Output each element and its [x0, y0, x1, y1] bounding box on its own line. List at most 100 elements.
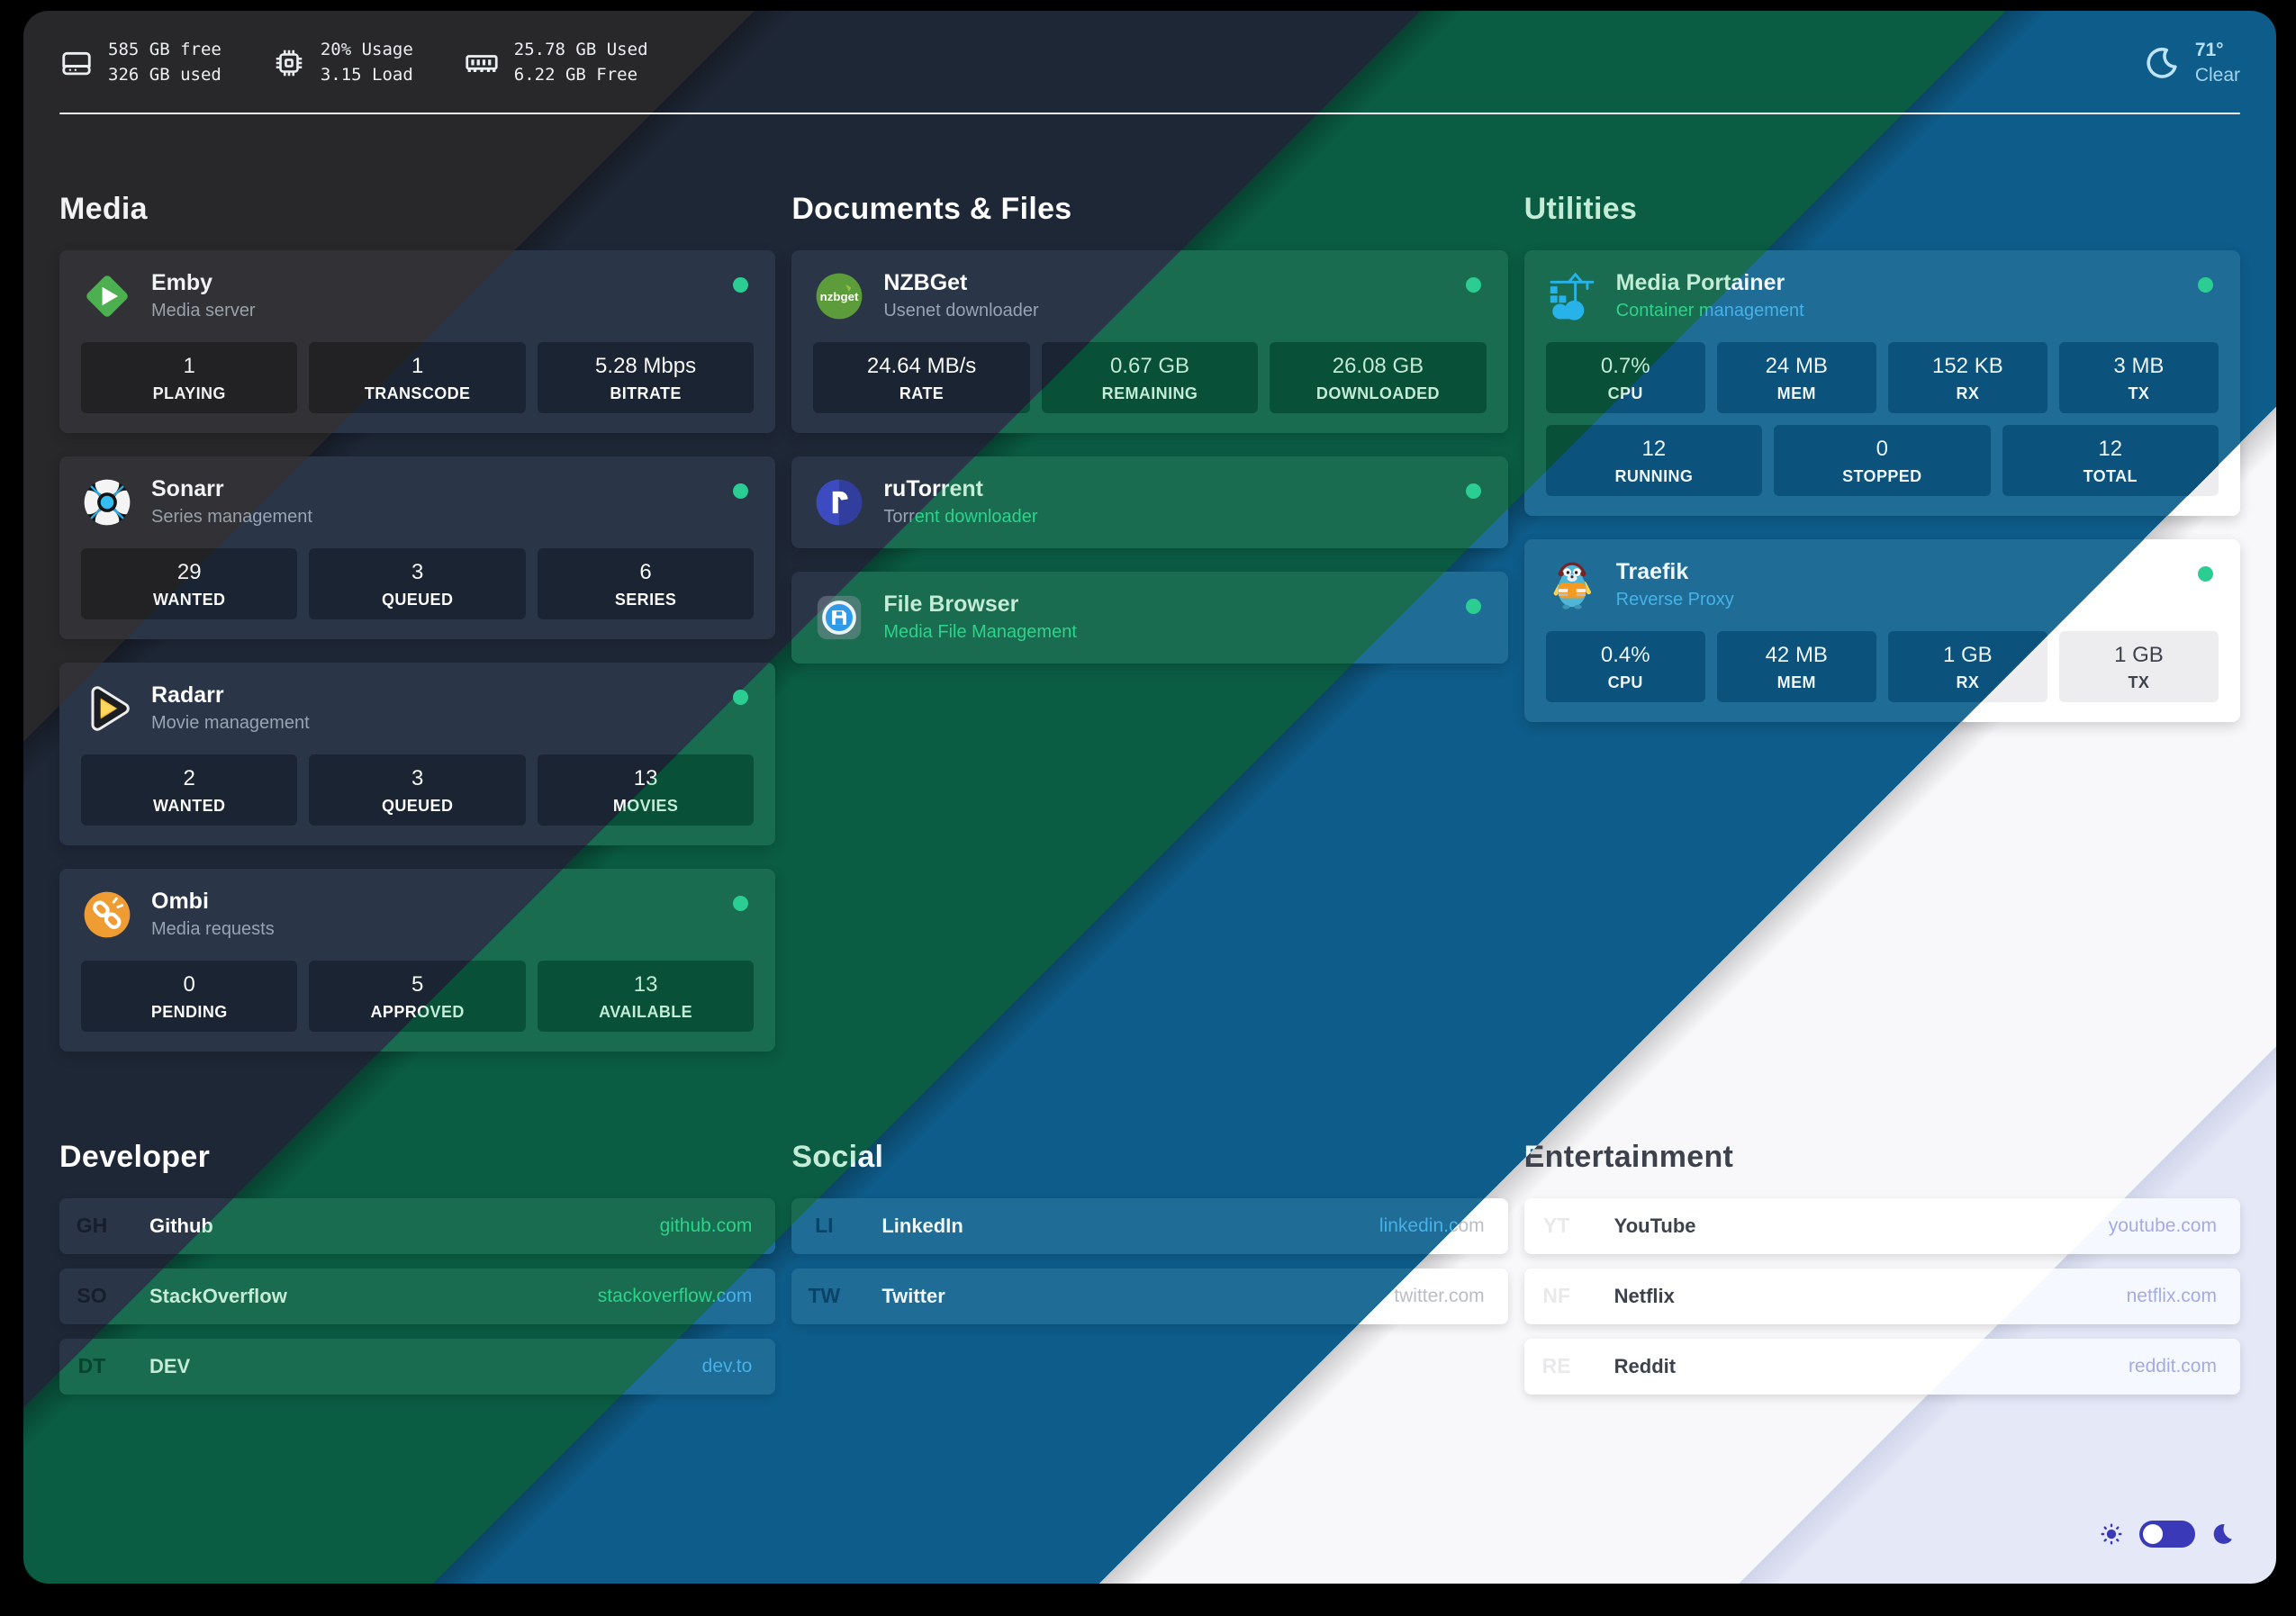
service-card-radarr[interactable]: Radarr Movie management 2 WANTED 3 QUEUED … [59, 662, 776, 845]
bookmark-stackoverflow[interactable]: SO StackOverflow stackoverflow.com [59, 1268, 776, 1324]
stat-label: MEM [1722, 673, 1871, 692]
ombi-icon [81, 889, 133, 941]
stat-label: TOTAL [2008, 467, 2213, 486]
cpu-usage: 20% Usage [320, 40, 413, 59]
bookmark-twitter[interactable]: TW Twitter twitter.com [791, 1268, 1508, 1324]
stat-value: 0 [1779, 437, 1984, 462]
service-card-traefik[interactable]: Traefik Reverse Proxy 0.4% CPU 42 MB MEM 1… [1523, 538, 2240, 722]
bookmark-linkedin[interactable]: LI LinkedIn linkedin.com [791, 1197, 1508, 1254]
stat-value: 152 KB [1894, 354, 2042, 379]
stat-value: 29 [86, 560, 292, 585]
bookmark-url: netflix.com [2126, 1285, 2217, 1306]
service-description: Media server [151, 301, 256, 321]
stat-value: 5.28 Mbps [543, 354, 748, 379]
status-dot [1465, 483, 1481, 499]
bookmark-tag: GH [59, 1198, 124, 1254]
service-description: Series management [151, 507, 312, 528]
bookmark-dev[interactable]: DT DEV dev.to [59, 1338, 776, 1395]
moon-weather-icon [2141, 43, 2181, 83]
status-dot [733, 483, 749, 499]
service-card-ombi[interactable]: Ombi Media requests 0 PENDING 5 APPROVED 1… [59, 868, 776, 1052]
bookmark-tag: LI [791, 1198, 856, 1254]
dashboard-page: 585 GB free 326 GB used 20% Usage 3.15 L… [23, 11, 2276, 1584]
sun-icon[interactable] [2098, 1521, 2125, 1548]
ram-icon [464, 45, 500, 81]
service-description: Torrent downloader [883, 507, 1038, 528]
section-title-social: Social [791, 1140, 1507, 1175]
stat-value: 3 MB [2065, 354, 2213, 379]
bookmark-url: stackoverflow.com [597, 1285, 753, 1306]
stat-label: RX [1894, 384, 2042, 403]
stat-value: 26.08 GB [1275, 354, 1480, 379]
stat-label: QUEUED [314, 591, 520, 609]
service-card-emby[interactable]: Emby Media server 1 PLAYING 1 TRANSCODE 5.… [59, 249, 776, 433]
stat-value: 12 [1551, 437, 1757, 462]
rutorrent-icon [813, 476, 865, 528]
filebrowser-icon [813, 591, 865, 644]
bookmark-tag: NF [1524, 1268, 1589, 1324]
stat-value: 24.64 MB/s [818, 354, 1024, 379]
status-dot [2197, 276, 2213, 293]
section-title-developer: Developer [59, 1140, 775, 1175]
service-card-sonarr[interactable]: Sonarr Series management 29 WANTED 3 QUEUE… [59, 456, 776, 639]
moon-icon[interactable] [2210, 1521, 2235, 1547]
stat-label: MOVIES [543, 797, 748, 816]
stat-value: 3 [314, 766, 520, 791]
theme-toggle [2098, 1521, 2235, 1548]
stat-value: 13 [543, 766, 748, 791]
section-media: Media Emby Media server [59, 192, 776, 1075]
stat-value: 1 [314, 354, 520, 379]
service-name: Emby [151, 270, 256, 296]
stat-value: 6 [543, 560, 748, 585]
bookmark-name: Netflix [1614, 1284, 1675, 1307]
top-bar: 585 GB free 326 GB used 20% Usage 3.15 L… [23, 11, 2276, 89]
bookmark-github[interactable]: GH Github github.com [59, 1197, 776, 1254]
stat-value: 1 GB [2065, 643, 2213, 668]
stat-label: RX [1894, 673, 2042, 692]
stat-label: CPU [1551, 673, 1700, 692]
service-name: File Browser [883, 591, 1077, 618]
section-documents: Documents & Files nzbget NZBGet Usenet d… [791, 192, 1508, 1075]
service-name: Sonarr [151, 476, 312, 502]
stat-label: WANTED [86, 591, 292, 609]
service-name: ruTorrent [883, 476, 1037, 502]
stat-label: QUEUED [314, 797, 520, 816]
stat-label: DOWNLOADED [1275, 384, 1480, 403]
status-dot [2197, 565, 2213, 582]
bookmark-tag: TW [791, 1268, 856, 1324]
portainer-icon [1546, 270, 1598, 322]
disk-free: 585 GB free [108, 40, 221, 59]
section-developer: Developer GH Github github.com SO StackO… [59, 1140, 776, 1409]
stat-value: 12 [2008, 437, 2213, 462]
service-description: Media requests [151, 919, 275, 940]
bookmark-netflix[interactable]: NF Netflix netflix.com [1523, 1268, 2240, 1324]
cpu-load: 3.15 Load [320, 64, 413, 85]
service-card-portainer[interactable]: Media Portainer Container management 0.7… [1523, 249, 2240, 516]
bookmark-name: Reddit [1614, 1354, 1677, 1377]
section-title-entertainment: Entertainment [1524, 1140, 2240, 1175]
theme-switch[interactable] [2139, 1521, 2195, 1548]
stat-label: APPROVED [314, 1003, 520, 1022]
stat-value: 13 [543, 972, 748, 998]
stat-value: 24 MB [1722, 354, 1871, 379]
status-dot [733, 895, 749, 911]
service-card-rutorrent[interactable]: ruTorrent Torrent downloader [791, 456, 1508, 548]
stat-label: TX [2065, 384, 2213, 403]
weather-condition: Clear [2194, 65, 2240, 86]
radarr-icon [81, 682, 133, 735]
stat-label: WANTED [86, 797, 292, 816]
nzbget-icon: nzbget [813, 270, 865, 322]
stat-label: STOPPED [1779, 467, 1984, 486]
bookmark-tag: DT [59, 1339, 124, 1395]
bookmark-reddit[interactable]: RE Reddit reddit.com [1523, 1338, 2240, 1395]
section-title-documents: Documents & Files [791, 192, 1507, 227]
service-card-filebrowser[interactable]: File Browser Media File Management [791, 571, 1508, 664]
service-card-nzbget[interactable]: nzbget NZBGet Usenet downloader 24.64 MB… [791, 249, 1508, 433]
stat-label: AVAILABLE [543, 1003, 748, 1022]
bookmark-youtube[interactable]: YT YouTube youtube.com [1523, 1197, 2240, 1254]
stat-label: RATE [818, 384, 1024, 403]
bookmark-name: StackOverflow [149, 1284, 287, 1307]
bookmarks-grid: Developer GH Github github.com SO StackO… [23, 1140, 2276, 1409]
section-entertainment: Entertainment YT YouTube youtube.com NF … [1523, 1140, 2240, 1409]
weather-widget[interactable]: 71° Clear [2141, 38, 2240, 89]
